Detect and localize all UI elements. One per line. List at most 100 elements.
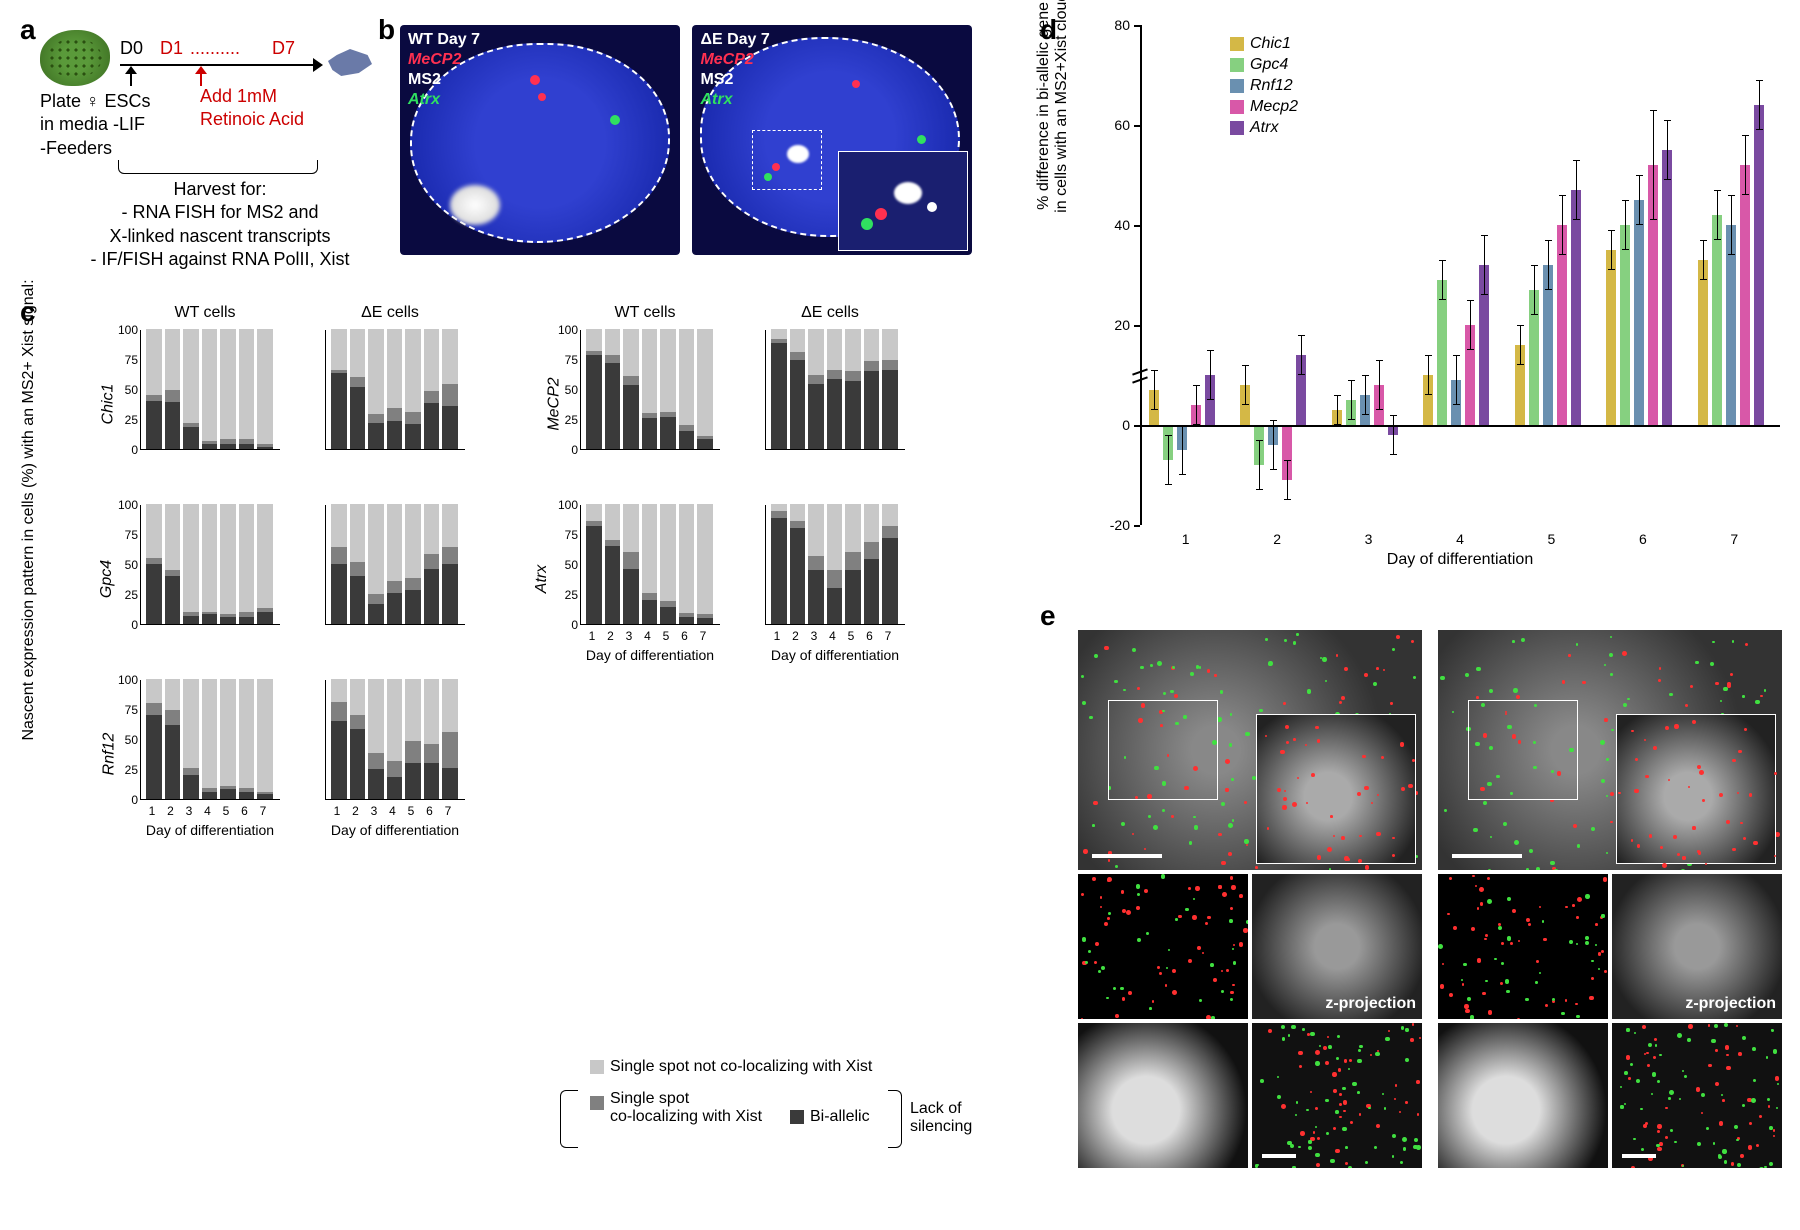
c-row-label: Atrx <box>533 565 551 593</box>
d-bar <box>1606 250 1616 425</box>
c-x-label: Day of differentiation <box>765 647 905 663</box>
e-sub-image: z-projection <box>1252 874 1422 1019</box>
c-bar <box>239 329 254 449</box>
c-bar <box>220 679 235 799</box>
timeline-arrow <box>120 64 315 66</box>
c-chart: 02550751001234567Day of differentiation <box>110 680 280 820</box>
c-chart <box>295 330 465 470</box>
c-bar <box>350 504 365 624</box>
c-chart: 1234567Day of differentiation <box>735 505 905 645</box>
d-bar <box>1712 215 1722 425</box>
c-bar <box>239 504 254 624</box>
c-y-axis-label: Nascent expression pattern in cells (%) … <box>20 250 38 770</box>
c-chart: 0255075100 <box>110 505 280 645</box>
e-sub-image: z-projection <box>1612 874 1782 1019</box>
c-bar <box>771 504 786 624</box>
ms2-label: MS2 <box>408 71 441 89</box>
c-bar <box>165 329 180 449</box>
c-bar <box>424 679 439 799</box>
c-bar <box>679 329 694 449</box>
c-bar <box>586 329 601 449</box>
c-bar <box>790 504 805 624</box>
panel-a-label: a <box>20 14 36 46</box>
d-bar <box>1437 280 1447 425</box>
c-bar <box>808 504 823 624</box>
c-bar <box>642 329 657 449</box>
e-sub-image <box>1252 1023 1422 1168</box>
c-x-label: Day of differentiation <box>325 822 465 838</box>
c-bar <box>331 329 346 449</box>
d-bar <box>1754 105 1764 425</box>
c-col-title: WT cells <box>140 304 270 322</box>
bracket-right <box>888 1090 902 1148</box>
c-bar <box>220 329 235 449</box>
wt-title: WT Day 7 <box>408 31 480 49</box>
c-bar <box>183 504 198 624</box>
c-bar <box>331 679 346 799</box>
d-y-axis-label: % difference in bi-allelic gene expressi… <box>1035 0 1071 305</box>
de-title: ΔE Day 7 <box>700 31 769 49</box>
c-bar <box>442 329 457 449</box>
c-bar <box>808 329 823 449</box>
c-bar <box>790 329 805 449</box>
c-bar <box>442 504 457 624</box>
d-bar <box>1634 200 1644 425</box>
c-chart <box>735 330 905 470</box>
c-bar <box>845 329 860 449</box>
c-bar <box>257 504 272 624</box>
c-bar <box>183 329 198 449</box>
dots-label: .......... <box>190 38 240 59</box>
d-x-axis-label: Day of differentiation <box>1140 551 1780 569</box>
neuron-icon <box>328 46 372 76</box>
d-bar <box>1571 190 1581 425</box>
c-bar <box>239 679 254 799</box>
c-chart: 0255075100 <box>110 330 280 470</box>
c-bar <box>368 329 383 449</box>
panel-e-de-grid: ΔE Day 7XistRNA PolIIDAPIz-projection <box>1438 630 1782 1168</box>
panel-d: % difference in bi-allelic gene expressi… <box>1080 25 1780 555</box>
panel-c-legend: Single spot not co-localizing with Xist … <box>560 1060 1030 1180</box>
c-bar <box>605 329 620 449</box>
atrx-label: Atrx <box>408 91 440 109</box>
c-bar <box>405 329 420 449</box>
c-bar <box>387 329 402 449</box>
c-bar <box>146 329 161 449</box>
e-sub-image <box>1438 874 1608 1019</box>
c-bar <box>146 504 161 624</box>
c-bar <box>331 504 346 624</box>
c-bar <box>882 504 897 624</box>
c-bar <box>424 329 439 449</box>
c-chart: 0255075100 <box>550 330 720 470</box>
c-bar <box>368 679 383 799</box>
c-bar <box>202 329 217 449</box>
c-bar <box>202 504 217 624</box>
c-bar <box>827 504 842 624</box>
d-legend-item: Rnf12 <box>1230 77 1298 95</box>
d-bar <box>1726 225 1736 425</box>
c-bar <box>697 504 712 624</box>
c-bar <box>845 504 860 624</box>
c-bar <box>827 329 842 449</box>
c-chart: 02550751001234567Day of differentiation <box>550 505 720 645</box>
c-x-label: Day of differentiation <box>140 822 280 838</box>
c-bar <box>350 679 365 799</box>
c-bar <box>165 679 180 799</box>
c-bar <box>257 329 272 449</box>
c-bar <box>442 679 457 799</box>
c-bar <box>257 679 272 799</box>
harvest-bracket <box>118 160 318 174</box>
c-bar <box>387 504 402 624</box>
d-x-axis <box>1140 425 1780 427</box>
c-bar <box>623 329 638 449</box>
c-bar <box>882 329 897 449</box>
e-main-image: ΔE Day 7XistRNA PolIIDAPI <box>1438 630 1782 870</box>
c-bar <box>864 504 879 624</box>
c-bar <box>771 329 786 449</box>
c-bar <box>697 329 712 449</box>
c-col-title: ΔE cells <box>325 304 455 322</box>
c-bar <box>424 504 439 624</box>
panel-b-label: b <box>378 14 395 46</box>
d-bar <box>1620 225 1630 425</box>
d-legend-item: Atrx <box>1230 119 1298 137</box>
ra-text: Add 1mM Retinoic Acid <box>200 85 304 132</box>
